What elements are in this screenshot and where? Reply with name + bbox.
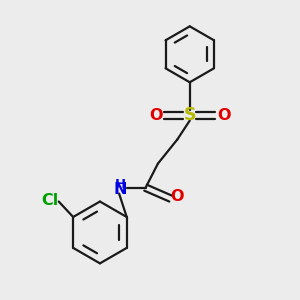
Text: H: H xyxy=(115,178,126,191)
Text: O: O xyxy=(149,108,163,123)
Text: N: N xyxy=(114,182,127,197)
Text: O: O xyxy=(217,108,230,123)
Text: O: O xyxy=(170,189,184,204)
Text: S: S xyxy=(184,106,196,124)
Text: Cl: Cl xyxy=(41,193,58,208)
